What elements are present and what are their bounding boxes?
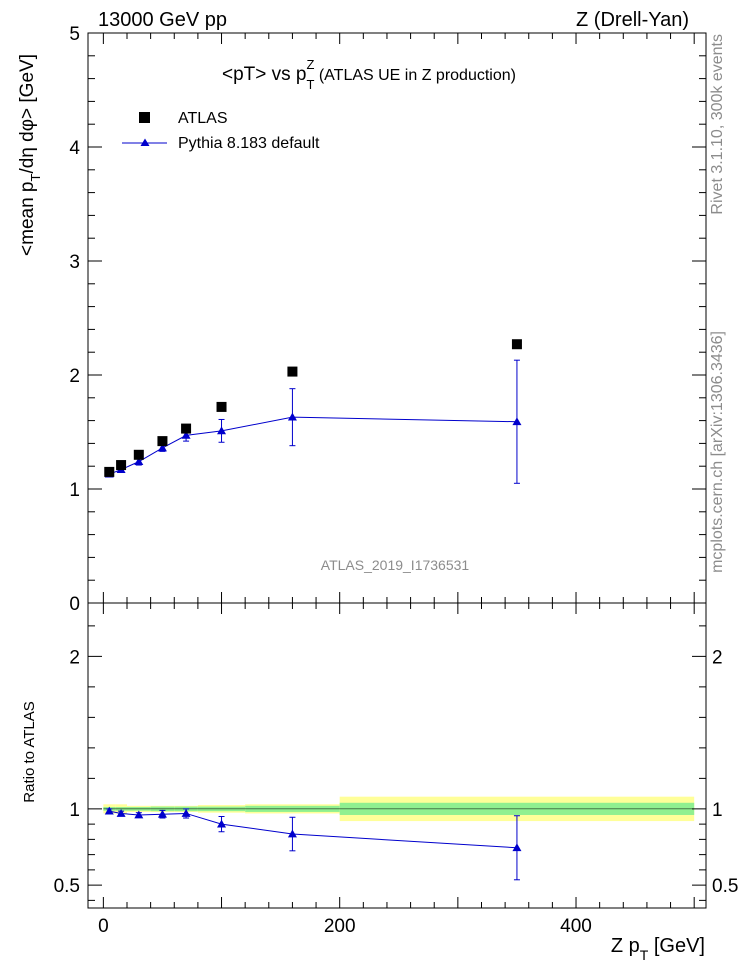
x-axis-label-post: [GeV]	[648, 935, 705, 957]
data-series	[104, 339, 522, 477]
mc-point	[512, 417, 522, 426]
x-tick-label: 200	[324, 916, 356, 937]
legend-atlas-marker	[139, 112, 150, 123]
ratio-mc-point	[217, 819, 227, 828]
ratio-y-tick-label-right: 1	[712, 800, 723, 821]
data-point	[216, 401, 227, 412]
ratio-mc-point	[287, 829, 297, 838]
header-left: 13000 GeV pp	[98, 9, 227, 31]
y-tick-label: 4	[69, 138, 80, 159]
ratio-mc-line	[109, 810, 517, 849]
chart-title: <pT> vs pTZ (ATLAS UE in Z production)	[222, 57, 516, 92]
rivet-label: Rivet 3.1.10, 300k events	[709, 34, 726, 215]
chart-title-sup: Z	[306, 57, 314, 72]
ratio-y-tick-label: 0.5	[54, 876, 80, 897]
x-tick-label: 0	[98, 916, 109, 937]
x-axis-label: Z pT [GeV]	[611, 935, 705, 963]
y-tick-label: 2	[69, 366, 80, 387]
ratio-mc-point	[181, 808, 191, 817]
x-axis-label-pre: Z p	[611, 935, 640, 957]
data-point	[104, 466, 115, 477]
ratio-mc-point	[512, 843, 522, 852]
mc-point	[157, 443, 167, 452]
legend: ATLAS Pythia 8.183 default	[122, 110, 320, 152]
y-tick-label: 5	[69, 24, 80, 45]
y-axis-label-pre: <mean p	[17, 182, 38, 256]
mc-line	[109, 416, 517, 475]
ratio-y-tick-label-right: 0.5	[712, 876, 738, 897]
y-tick-label: 3	[69, 252, 80, 273]
chart-title-main: <pT> vs p	[222, 64, 307, 85]
ratio-mc-point	[116, 808, 126, 817]
mc-point	[181, 430, 191, 439]
ratio-mc-point	[104, 806, 114, 815]
ratio-frame	[87, 602, 707, 909]
ratio-bands	[103, 796, 695, 822]
y-tick-label: 1	[69, 480, 80, 501]
analysis-watermark: ATLAS_2019_I1736531	[321, 557, 470, 573]
mc-point	[134, 457, 144, 466]
data-point	[157, 436, 168, 447]
y-axis-label-sub: T	[28, 174, 43, 182]
mcplots-label: mcplots.cern.ch [arXiv:1306.3436]	[709, 331, 726, 573]
ratio-y-tick-label: 1	[69, 800, 80, 821]
y-axis-label-post: /dη dφ> [GeV]	[17, 54, 38, 174]
ratio-panel: 0.5 0.5 1 1 2 2 0 200 400 Ratio to ATLAS	[21, 602, 738, 937]
chart-title-sub: T	[307, 77, 315, 92]
data-point	[116, 460, 127, 471]
mc-series	[104, 359, 522, 484]
y-axis-label: <mean pT/dη dφ> [GeV]	[17, 54, 43, 256]
y-tick-label: 0	[69, 594, 80, 615]
header-right: Z (Drell-Yan)	[576, 9, 689, 31]
ratio-y-tick-label: 2	[69, 647, 80, 668]
legend-mc-marker	[140, 138, 150, 146]
ratio-y-axis-label: Ratio to ATLAS	[21, 701, 38, 802]
data-point	[133, 449, 144, 460]
ratio-y-tick-label-right: 2	[712, 647, 723, 668]
mc-point	[287, 412, 297, 421]
chart-title-tail: (ATLAS UE in Z production)	[314, 67, 516, 84]
ratio-mc-point	[157, 809, 167, 818]
ratio-mc-point	[134, 810, 144, 819]
legend-atlas-label: ATLAS	[178, 110, 228, 127]
ratio-mc-series	[104, 806, 522, 881]
data-point	[287, 366, 298, 377]
x-tick-label: 400	[560, 916, 592, 937]
data-point	[511, 339, 522, 350]
data-point	[181, 423, 192, 434]
mc-point	[217, 426, 227, 435]
legend-mc-label: Pythia 8.183 default	[178, 135, 320, 152]
x-axis-label-sub: T	[640, 947, 649, 963]
